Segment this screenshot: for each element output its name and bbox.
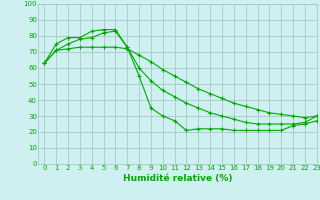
X-axis label: Humidité relative (%): Humidité relative (%) xyxy=(123,174,232,183)
